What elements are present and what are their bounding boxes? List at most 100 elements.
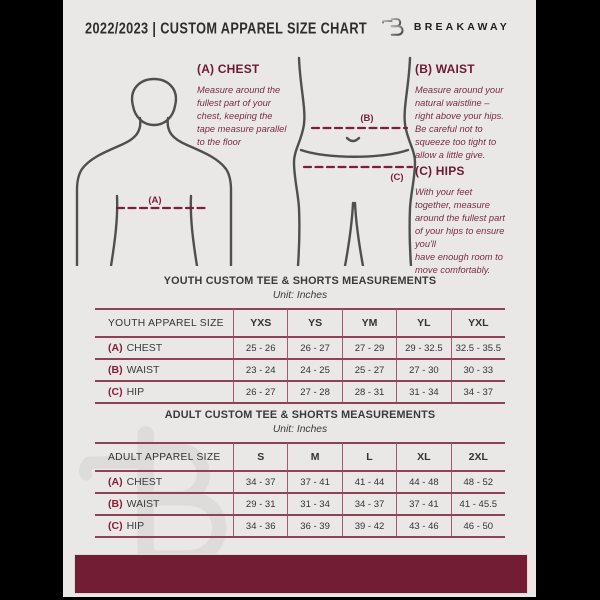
chest-guide-body: Measure around the fullest part of your … (197, 85, 287, 147)
right-shoulder-arm (166, 116, 233, 266)
youth-waist-yxl: 30 - 33 (450, 358, 505, 380)
left-shoulder-arm (75, 116, 142, 266)
youth-header-size: YOUTH APPAREL SIZE (95, 308, 233, 336)
adult-row-chest-label: (A) CHEST (95, 470, 233, 492)
row-label: HIP (126, 520, 145, 532)
adult-waist-m: 31 - 34 (287, 492, 342, 514)
lower-body-diagram: (B) (C) (292, 56, 417, 266)
row-prefix: (A) (108, 342, 123, 354)
hips-guide: (C) HIPS With your feet together, measur… (415, 164, 533, 277)
row-prefix: (A) (108, 476, 123, 488)
youth-hip-yxs: 26 - 27 (233, 380, 288, 402)
adult-hip-xl: 43 - 46 (396, 514, 451, 536)
head-outline (130, 77, 178, 127)
adult-header-l: L (341, 442, 397, 470)
adult-header-size: ADULT APPAREL SIZE (95, 442, 233, 470)
adult-size-table: ADULT APPAREL SIZE S M L XL 2XL (A) CHES… (95, 442, 505, 538)
adult-hip-l: 39 - 42 (341, 514, 397, 536)
youth-row-chest-label: (A) CHEST (95, 336, 233, 358)
waist-guide-heading: (B) WAIST (415, 62, 475, 76)
navel-mark (345, 136, 361, 143)
adult-header-2xl: 2XL (450, 442, 505, 470)
breakaway-logo-icon (381, 15, 404, 38)
row-prefix: (B) (108, 498, 123, 510)
adult-waist-2xl: 41 - 45.5 (450, 492, 505, 514)
youth-hip-yxl: 34 - 37 (450, 380, 505, 402)
youth-chest-ys: 26 - 27 (287, 336, 342, 358)
youth-header-ym: YM (341, 308, 397, 336)
youth-size-table: YOUTH APPAREL SIZE YXS YS YM YL YXL (A) … (95, 308, 505, 404)
left-inner-leg (343, 201, 355, 266)
youth-chest-yl: 29 - 32.5 (396, 336, 451, 358)
youth-row-hip-label: (C) HIP (95, 380, 233, 402)
youth-table-title: YOUTH CUSTOM TEE & SHORTS MEASUREMENTS (163, 275, 437, 287)
row-prefix: (B) (108, 364, 123, 376)
waist-line-label: (B) (360, 113, 373, 124)
adult-header-xl: XL (396, 442, 451, 470)
right-inner-leg (353, 201, 365, 266)
right-body-outline (403, 56, 417, 266)
youth-waist-ym: 25 - 27 (341, 358, 397, 380)
adult-header-s: S (233, 442, 288, 470)
adult-row-waist-label: (B) WAIST (95, 492, 233, 514)
youth-header-ys: YS (287, 308, 342, 336)
adult-chest-s: 34 - 37 (233, 470, 288, 492)
youth-table-unit: Unit: Inches (272, 290, 328, 301)
adult-table-title: ADULT CUSTOM TEE & SHORTS MEASUREMENTS (164, 409, 436, 421)
adult-table-unit: Unit: Inches (272, 424, 328, 435)
page-title: 2022/2023 | CUSTOM APPAREL SIZE CHART (85, 21, 368, 38)
torso-diagram: (A) (75, 77, 233, 266)
row-label: WAIST (126, 364, 160, 376)
chest-guide: (A) CHEST Measure around the fullest par… (197, 62, 301, 149)
adult-chest-2xl: 48 - 52 (450, 470, 505, 492)
left-body-outline (292, 56, 306, 266)
youth-header-yl: YL (396, 308, 451, 336)
hips-guide-body: With your feet together, measure around … (415, 187, 505, 275)
youth-row-waist-label: (B) WAIST (95, 358, 233, 380)
youth-waist-yl: 27 - 30 (396, 358, 451, 380)
right-armpit-line (189, 194, 199, 266)
row-label: CHEST (126, 342, 163, 354)
youth-hip-ym: 28 - 31 (341, 380, 397, 402)
youth-chest-yxs: 25 - 26 (233, 336, 288, 358)
adult-chest-m: 37 - 41 (287, 470, 342, 492)
adult-chest-l: 41 - 44 (341, 470, 397, 492)
row-label: WAIST (126, 498, 160, 510)
adult-row-hip-label: (C) HIP (95, 514, 233, 536)
adult-header-m: M (287, 442, 342, 470)
youth-hip-yl: 31 - 34 (396, 380, 451, 402)
row-prefix: (C) (108, 520, 123, 532)
content-layer: 2022/2023 | CUSTOM APPAREL SIZE CHART BR… (63, 0, 536, 597)
waist-guide-body: Measure around your natural waistline – … (415, 85, 504, 160)
adult-waist-s: 29 - 31 (233, 492, 288, 514)
left-armpit-line (109, 194, 119, 266)
brand-lockup: BREAKAWAY (381, 15, 510, 38)
hip-line-label: (C) (390, 172, 403, 183)
size-chart-page: 2022/2023 | CUSTOM APPAREL SIZE CHART BR… (63, 0, 536, 597)
hips-guide-heading: (C) HIPS (415, 164, 465, 178)
adult-table-block: ADULT CUSTOM TEE & SHORTS MEASUREMENTS U… (95, 408, 505, 538)
adult-waist-l: 34 - 37 (341, 492, 397, 514)
adult-waist-xl: 37 - 41 (396, 492, 451, 514)
hip-curve (299, 148, 410, 158)
youth-header-yxs: YXS (233, 308, 288, 336)
youth-chest-ym: 27 - 29 (341, 336, 397, 358)
row-prefix: (C) (108, 386, 123, 398)
brand-name: BREAKAWAY (413, 20, 510, 33)
youth-waist-yxs: 23 - 24 (233, 358, 288, 380)
adult-hip-2xl: 46 - 50 (450, 514, 505, 536)
youth-table-block: YOUTH CUSTOM TEE & SHORTS MEASUREMENTS U… (95, 274, 505, 404)
adult-hip-s: 34 - 36 (233, 514, 288, 536)
youth-header-yxl: YXL (450, 308, 505, 336)
chest-line-label: (A) (148, 195, 161, 206)
youth-waist-ys: 24 - 25 (287, 358, 342, 380)
row-label: HIP (126, 386, 145, 398)
youth-hip-ys: 27 - 28 (287, 380, 342, 402)
youth-chest-yxl: 32.5 - 35.5 (450, 336, 505, 358)
waist-guide: (B) WAIST Measure around your natural wa… (415, 62, 527, 162)
adult-hip-m: 36 - 39 (287, 514, 342, 536)
adult-chest-xl: 44 - 48 (396, 470, 451, 492)
chest-guide-heading: (A) CHEST (197, 62, 260, 76)
row-label: CHEST (126, 476, 163, 488)
